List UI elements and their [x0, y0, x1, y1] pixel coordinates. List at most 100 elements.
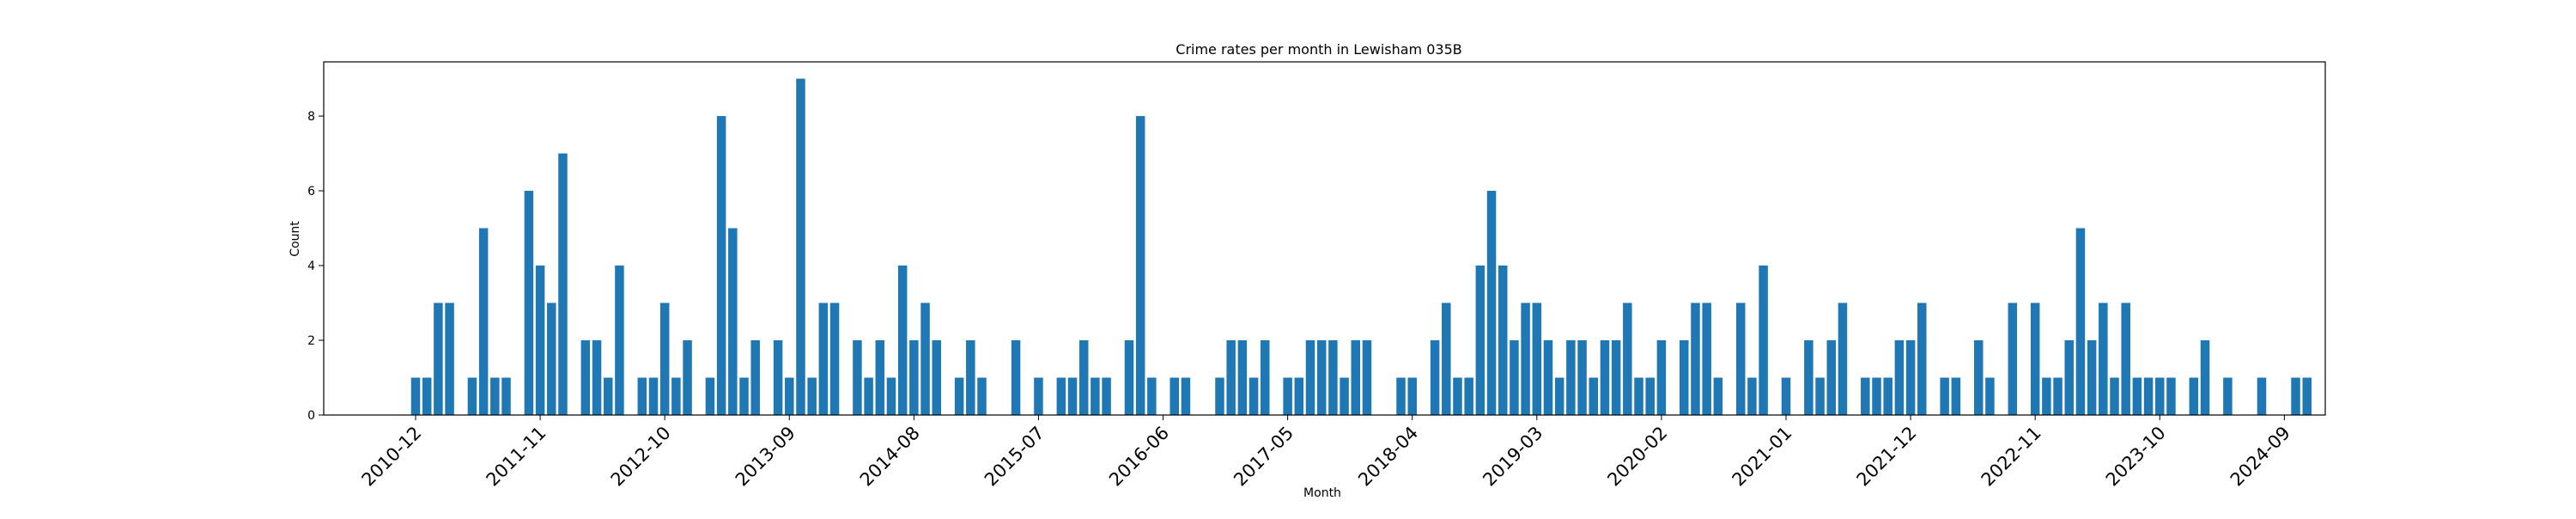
bar-2020-10	[1747, 377, 1757, 415]
x-tick-label: 2019-03	[1479, 423, 1546, 491]
bar-2021-10	[1883, 377, 1893, 415]
x-tick-label: 2016-06	[1105, 423, 1173, 491]
bar-2016-12	[1226, 340, 1236, 415]
bar-2019-12	[1634, 377, 1643, 415]
bar-2022-04	[1951, 377, 1961, 415]
bar-2014-12	[954, 377, 964, 415]
bar-2021-01	[1781, 377, 1791, 415]
bar-2023-04	[2087, 340, 2097, 415]
y-tick-label: 4	[307, 260, 315, 273]
bar-2017-12	[1362, 340, 1372, 415]
bar-2015-01	[966, 340, 975, 415]
bar-2014-09	[920, 302, 930, 415]
bar-2012-03	[580, 340, 591, 415]
bar-2011-01	[422, 377, 432, 415]
bar-2021-09	[1872, 377, 1881, 415]
bar-2011-02	[434, 302, 443, 415]
x-axis-label: Month	[1303, 486, 1341, 500]
bar-2021-08	[1861, 377, 1870, 415]
bar-2022-09	[2008, 302, 2018, 415]
bar-2016-07	[1170, 377, 1179, 415]
y-tick-label: 8	[307, 110, 315, 124]
bar-2019-05	[1554, 377, 1564, 415]
bar-2018-04	[1407, 377, 1417, 415]
bar-2011-03	[445, 302, 454, 415]
bar-2013-04	[728, 228, 738, 415]
bar-2013-05	[739, 377, 749, 415]
bar-2015-02	[977, 377, 987, 415]
bar-2012-05	[603, 377, 613, 415]
bar-2012-04	[592, 340, 602, 415]
bar-2017-01	[1237, 340, 1248, 415]
x-tick-label: 2013-09	[732, 423, 799, 491]
bar-2023-09	[2143, 377, 2154, 415]
bar-2021-12	[1905, 340, 1916, 415]
bar-2015-09	[1056, 377, 1066, 415]
bar-2016-04	[1135, 116, 1145, 415]
bar-2014-10	[932, 340, 941, 415]
bar-2019-09	[1600, 340, 1610, 415]
bar-2019-02	[1521, 302, 1530, 415]
bar-2018-03	[1396, 377, 1406, 415]
bar-2018-09	[1464, 377, 1473, 415]
bar-2019-10	[1611, 340, 1621, 415]
bar-2014-06	[886, 377, 896, 415]
bar-2014-05	[875, 340, 885, 415]
bar-2023-06	[2110, 377, 2119, 415]
y-tick-label: 0	[307, 409, 315, 423]
bar-2017-11	[1351, 340, 1361, 415]
bar-2012-09	[648, 377, 659, 415]
bar-2014-04	[864, 377, 873, 415]
bar-2011-07	[490, 377, 500, 415]
bar-2015-10	[1067, 377, 1078, 415]
bar-2013-11	[807, 377, 817, 415]
bar-2011-08	[501, 377, 511, 415]
x-tick-label: 2021-12	[1853, 423, 1921, 491]
bar-2017-06	[1294, 377, 1304, 415]
bar-2018-12	[1498, 266, 1508, 415]
bar-2012-11	[671, 377, 681, 415]
bar-2017-03	[1261, 340, 1270, 415]
x-tick-label: 2024-09	[2227, 423, 2294, 491]
bar-2015-11	[1078, 340, 1089, 415]
bar-2015-07	[1034, 377, 1043, 415]
bar-2011-06	[478, 228, 489, 415]
bar-2023-11	[2166, 377, 2176, 415]
bar-2018-11	[1486, 191, 1497, 416]
y-tick-label: 6	[307, 185, 315, 198]
bars-group	[410, 78, 2312, 416]
bar-2021-05	[1826, 340, 1836, 415]
bar-2022-03	[1940, 377, 1949, 415]
chart-title: Crime rates per month in Lewisham 035B	[1176, 41, 1461, 58]
bar-2013-06	[750, 340, 760, 415]
bar-2013-08	[773, 340, 783, 415]
bar-2019-04	[1543, 340, 1553, 415]
bar-2020-04	[1680, 340, 1689, 415]
x-tick-label: 2012-10	[607, 423, 675, 491]
bar-2013-10	[796, 78, 805, 415]
bar-2022-01	[1917, 302, 1927, 415]
x-tick-label: 2014-08	[856, 423, 924, 491]
bar-2020-05	[1691, 302, 1700, 415]
bar-2011-10	[524, 191, 534, 416]
y-axis-label: Count	[289, 221, 302, 257]
bar-2017-05	[1283, 377, 1292, 415]
bar-2014-07	[897, 266, 908, 415]
bar-2023-10	[2155, 377, 2165, 415]
bar-2024-02	[2200, 340, 2210, 415]
bar-2013-02	[705, 377, 715, 415]
bar-2019-01	[1510, 340, 1519, 415]
bar-2017-08	[1316, 340, 1327, 415]
bar-2012-08	[637, 377, 647, 415]
y-axis: 0 2 4 6 8	[307, 110, 324, 423]
bar-2022-06	[1973, 340, 1984, 415]
bar-2013-12	[818, 302, 829, 415]
bar-2012-01	[558, 153, 568, 415]
bar-2016-01	[1102, 377, 1111, 415]
bar-2023-07	[2121, 302, 2130, 415]
bar-2013-09	[785, 377, 794, 415]
bar-2020-06	[1702, 302, 1711, 415]
bar-2024-11	[2302, 377, 2312, 415]
